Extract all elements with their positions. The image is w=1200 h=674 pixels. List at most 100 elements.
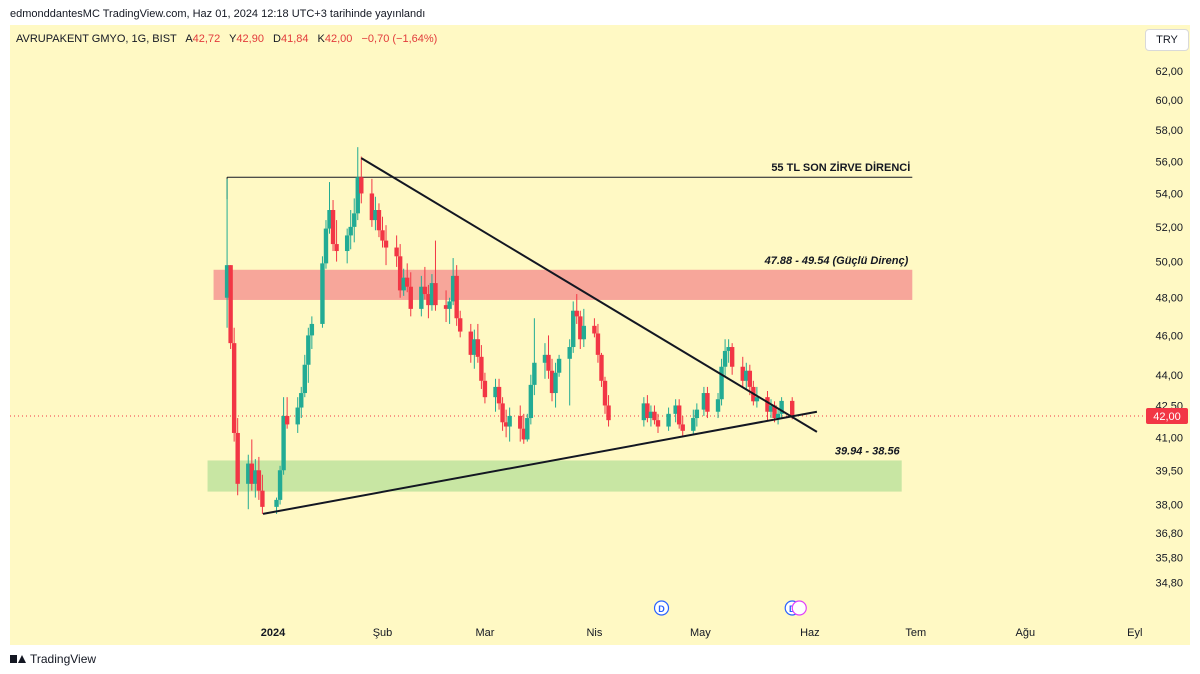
candle-body	[348, 226, 353, 236]
candle-body	[581, 325, 587, 340]
candle	[359, 156, 364, 204]
candle-body	[454, 275, 459, 319]
candle	[475, 323, 481, 363]
last-price-tag	[1146, 407, 1188, 424]
x-tick-label: Ağu	[1016, 627, 1036, 639]
candle-body	[726, 347, 731, 351]
x-tick-label: Eyl	[1127, 627, 1142, 639]
candle	[256, 456, 262, 500]
candle-body	[246, 463, 251, 484]
candle	[224, 178, 230, 328]
candle-body	[602, 380, 608, 406]
x-tick-label: Şub	[373, 627, 393, 639]
candle-body	[468, 331, 473, 355]
y-tick-label: 48,00	[1155, 293, 1183, 305]
candle-body	[299, 393, 304, 408]
candle-body	[334, 244, 339, 252]
candle-body	[772, 405, 777, 419]
candle-body	[320, 263, 325, 324]
candle	[401, 268, 406, 296]
candle	[705, 386, 710, 419]
candle	[249, 439, 255, 491]
candle	[528, 374, 534, 425]
candle	[369, 178, 375, 227]
candle	[472, 329, 477, 369]
candle-body	[405, 277, 410, 287]
candle	[327, 182, 332, 234]
candle-body	[567, 347, 572, 359]
candle-body	[228, 265, 233, 344]
candle	[775, 409, 781, 425]
candle-body	[715, 399, 721, 412]
candle	[443, 290, 449, 323]
candle	[726, 339, 731, 363]
candle	[729, 343, 735, 375]
candle-body	[323, 228, 329, 264]
candle-body	[528, 384, 534, 419]
candle-body	[380, 230, 385, 241]
candle	[355, 147, 360, 221]
candle	[405, 263, 410, 293]
last-price-tag-label: 42,00	[1153, 411, 1181, 423]
candle-body	[666, 413, 671, 427]
candle	[299, 386, 304, 419]
candle	[260, 474, 265, 514]
candle	[246, 454, 251, 510]
y-tick-label: 36,80	[1155, 528, 1183, 540]
candle	[673, 399, 678, 423]
candle	[652, 405, 657, 425]
dividend-event-marker	[653, 600, 670, 616]
candle	[666, 407, 671, 431]
candle	[228, 265, 233, 349]
candle-body	[249, 463, 255, 484]
candle	[235, 418, 240, 496]
x-tick-label: May	[690, 627, 711, 639]
candle	[503, 409, 509, 438]
candle	[606, 395, 611, 427]
candle-body	[443, 305, 449, 309]
low-value: 41,84	[280, 33, 309, 45]
y-tick-label: 50,00	[1155, 257, 1183, 269]
candle-body	[284, 415, 290, 425]
dividend-event-label: D	[658, 604, 665, 614]
candle	[302, 354, 307, 398]
candle	[295, 397, 300, 433]
candle-body	[274, 499, 279, 507]
open-label: A	[185, 33, 193, 45]
candle	[253, 459, 258, 498]
candle	[334, 220, 339, 262]
candle-body	[525, 418, 530, 440]
candle-body	[433, 283, 438, 306]
candle-body	[691, 418, 696, 431]
candle-body	[401, 277, 406, 291]
footer-brand[interactable]: TradingView	[10, 652, 96, 666]
candle	[408, 272, 413, 317]
candle-body	[260, 490, 265, 507]
candle	[645, 395, 650, 423]
y-tick-label: 35,80	[1155, 552, 1183, 564]
candle	[479, 345, 484, 389]
candle-body	[595, 333, 601, 355]
candle	[546, 335, 551, 379]
candle-body	[457, 318, 463, 332]
currency-button[interactable]: TRY	[1145, 29, 1189, 51]
split-event-marker	[791, 600, 807, 616]
candle	[744, 362, 749, 389]
candle-body	[447, 301, 452, 309]
candle-body	[553, 372, 558, 394]
candle-body	[482, 380, 488, 398]
candle-body	[496, 386, 502, 404]
candle	[581, 308, 587, 348]
candle-body	[475, 339, 481, 357]
strong-resistance-label: 47.88 - 49.54 (Güçlü Direnç)	[764, 255, 909, 267]
candle-body	[549, 370, 555, 394]
candle	[765, 391, 770, 421]
x-tick-label: Haz	[800, 627, 820, 639]
symbol-name: AVRUPAKENT GMYO, 1G, BIST	[16, 33, 177, 45]
candle-body	[521, 428, 526, 440]
candle-body	[546, 354, 551, 371]
candle-body	[701, 393, 707, 410]
candle-body	[373, 210, 378, 221]
candle	[507, 407, 512, 442]
